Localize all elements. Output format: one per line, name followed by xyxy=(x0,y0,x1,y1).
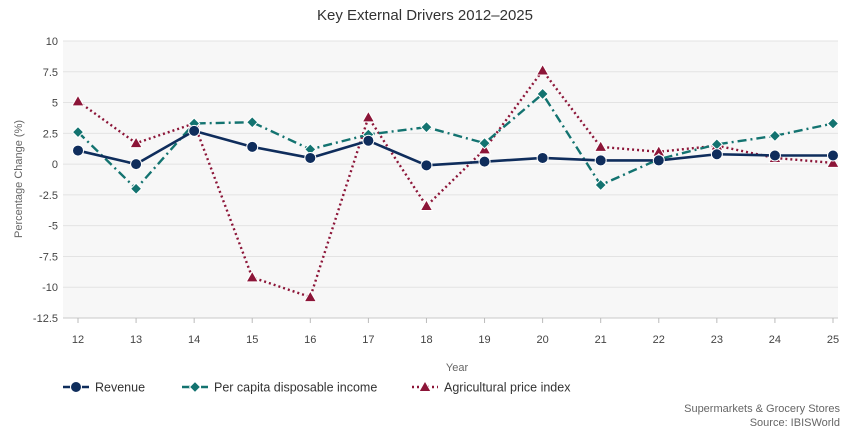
legend-marker xyxy=(418,379,432,392)
plot-area xyxy=(63,41,838,318)
series-layer xyxy=(71,63,840,303)
data-point xyxy=(826,155,840,168)
data-point xyxy=(593,139,608,152)
data-point xyxy=(129,136,143,149)
y-tick-label: -10 xyxy=(42,282,58,294)
y-axis-label: Percentage Change (%) xyxy=(13,120,25,238)
legend-label: Revenue xyxy=(95,381,145,395)
y-axis-ticks: 10 7.5 5 2.5 0 -2.5 -5 -7.5 -10 -12.5 xyxy=(33,36,58,325)
data-point xyxy=(420,120,433,134)
y-tick-label: 10 xyxy=(46,36,58,48)
x-tick-label: 13 xyxy=(130,334,142,346)
data-point xyxy=(420,159,433,172)
y-tick-label: 7.5 xyxy=(43,67,58,79)
y-tick-label: -7.5 xyxy=(39,251,58,263)
data-point xyxy=(768,129,782,143)
data-point xyxy=(245,270,260,283)
x-tick-label: 21 xyxy=(595,334,607,346)
legend-item: Agricultural price index xyxy=(412,379,571,395)
x-tick-label: 24 xyxy=(769,334,781,346)
y-tick-label: 2.5 xyxy=(43,128,58,140)
data-point xyxy=(536,87,549,101)
x-tick-label: 23 xyxy=(711,334,723,346)
data-point xyxy=(130,158,143,171)
data-point xyxy=(535,63,550,76)
x-tick-label: 20 xyxy=(536,334,548,346)
footer-industry: Supermarkets & Grocery Stores xyxy=(684,403,840,415)
data-point xyxy=(362,134,375,147)
legend-label: Per capita disposable income xyxy=(214,381,377,395)
x-axis-ticks: 12 13 14 15 16 17 18 19 20 21 22 23 24 25 xyxy=(72,318,839,346)
footer-source: Source: IBISWorld xyxy=(750,417,840,429)
legend-item: Per capita disposable income xyxy=(182,381,377,395)
data-point xyxy=(594,178,607,192)
data-point xyxy=(768,149,781,162)
x-tick-label: 14 xyxy=(188,334,200,346)
series-line xyxy=(77,92,834,190)
data-point xyxy=(594,154,607,167)
x-tick-label: 19 xyxy=(478,334,490,346)
data-point xyxy=(71,94,85,107)
data-point xyxy=(478,136,491,150)
data-point xyxy=(188,124,201,137)
data-point xyxy=(303,290,318,303)
data-point xyxy=(246,140,259,153)
y-tick-label: -2.5 xyxy=(39,190,58,202)
legend: Revenue Per capita disposable income Agric… xyxy=(63,379,571,395)
legend-marker xyxy=(70,381,82,393)
legend-item: Revenue xyxy=(63,381,145,395)
series-0 xyxy=(72,124,839,172)
data-point xyxy=(536,151,549,164)
y-tick-label: -12.5 xyxy=(33,313,58,325)
x-tick-label: 18 xyxy=(420,334,432,346)
data-point xyxy=(827,149,839,162)
x-tick-label: 17 xyxy=(362,334,374,346)
chart-title: Key External Drivers 2012–2025 xyxy=(317,7,533,24)
data-point xyxy=(304,151,317,164)
y-tick-label: 0 xyxy=(52,159,58,171)
data-point xyxy=(478,155,491,168)
x-tick-label: 22 xyxy=(653,334,665,346)
data-point xyxy=(652,154,665,167)
data-point xyxy=(72,144,84,157)
x-tick-label: 16 xyxy=(304,334,316,346)
data-point xyxy=(710,148,723,161)
data-point xyxy=(826,117,840,130)
data-point xyxy=(129,182,143,195)
data-point xyxy=(246,116,259,129)
x-tick-label: 15 xyxy=(246,334,258,346)
legend-label: Agricultural price index xyxy=(444,381,571,395)
y-tick-label: 5 xyxy=(52,98,58,110)
data-point xyxy=(361,110,376,123)
x-tick-label: 12 xyxy=(72,334,84,346)
x-axis-label: Year xyxy=(446,362,469,374)
x-tick-label: 25 xyxy=(827,334,839,346)
legend-marker xyxy=(188,380,202,394)
data-point xyxy=(419,198,434,211)
y-tick-label: -5 xyxy=(48,221,58,233)
data-point xyxy=(71,125,85,139)
series-line xyxy=(77,129,833,167)
